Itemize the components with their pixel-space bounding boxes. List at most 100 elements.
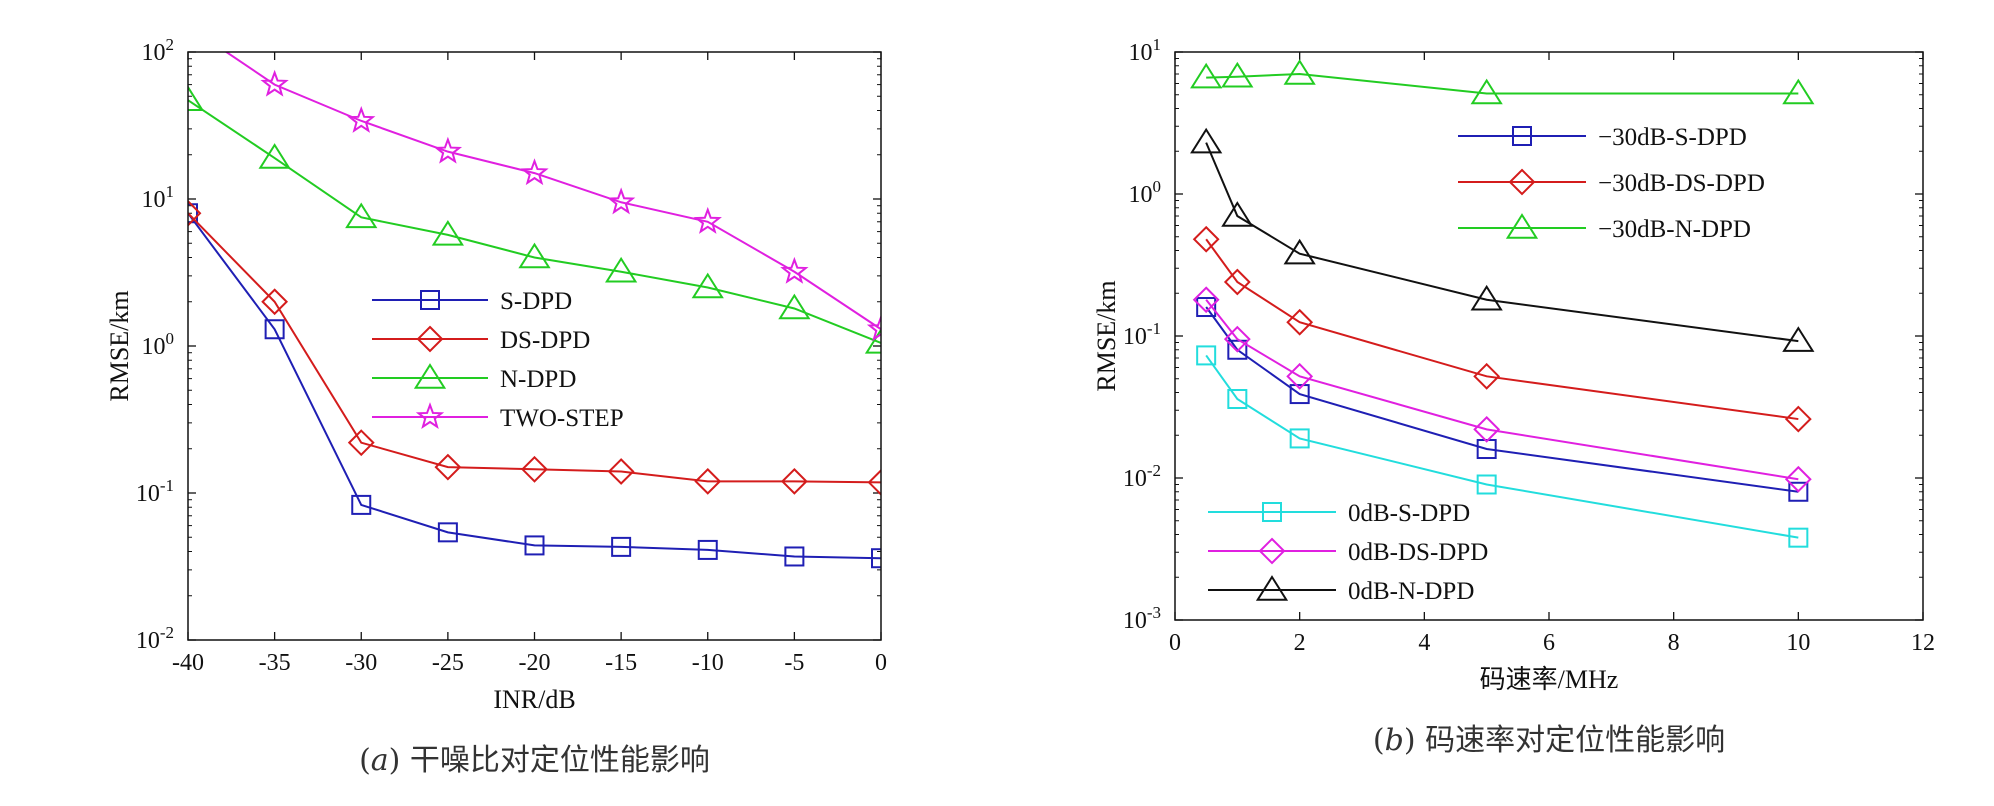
data-point [1473, 362, 1501, 390]
data-point [1289, 428, 1310, 449]
data-point [1223, 325, 1251, 353]
y-tick-base: 10 [142, 40, 166, 66]
data-point [258, 143, 291, 169]
x-tick-label: -25 [432, 650, 464, 676]
data-point [1788, 527, 1809, 548]
data-point [524, 535, 545, 556]
legend-marker [1258, 537, 1286, 565]
data-point [1227, 389, 1248, 410]
legend-item: S-DPD [372, 288, 572, 315]
legend-label: 0dB-N-DPD [1348, 578, 1474, 605]
data-point [345, 202, 378, 229]
series-triangle-5 [1190, 127, 1815, 352]
data-point [778, 293, 811, 320]
y-tick-base: 10 [136, 481, 160, 507]
legend-label: N-DPD [500, 366, 576, 393]
plot-frame [1174, 51, 1924, 621]
legend-marker [415, 402, 445, 430]
data-point [605, 256, 638, 283]
y-tick-exp: -3 [1147, 603, 1161, 622]
data-point [1192, 225, 1220, 253]
data-point [1476, 474, 1497, 495]
data-point [260, 69, 289, 97]
series-triangle-2 [188, 85, 881, 354]
data-point [188, 85, 205, 111]
y-tick-exp: 1 [166, 182, 175, 201]
caption-text: 码速率对定位性能影响 [1425, 723, 1725, 758]
caption-open: ( [359, 743, 371, 778]
data-point [1196, 345, 1217, 366]
legend-marker [1512, 126, 1532, 146]
data-point [694, 467, 722, 495]
legend-item: 0dB-S-DPD [1208, 500, 1470, 527]
data-point [1784, 405, 1812, 433]
caption-open: ( [1373, 723, 1385, 758]
legend-item: N-DPD [372, 363, 576, 393]
legend-item: TWO-STEP [372, 402, 624, 432]
series-diamond-1 [1192, 225, 1812, 433]
legend-item: −30dB-DS-DPD [1458, 168, 1765, 197]
y-tick-exp: 1 [1153, 35, 1162, 54]
legend-label: TWO-STEP [500, 405, 624, 432]
series-line [188, 212, 881, 484]
caption-text: 干噪比对定位性能影响 [410, 743, 710, 778]
data-point [1192, 286, 1220, 314]
legend-label: S-DPD [500, 288, 572, 315]
y-tick-exp: -1 [1147, 319, 1161, 338]
series-line [1205, 306, 1799, 493]
y-tick-label: 101 [1129, 35, 1162, 66]
y-tick-exp: 0 [1153, 177, 1162, 196]
data-point [1470, 78, 1503, 105]
x-tick-label: -5 [784, 650, 804, 676]
y-tick-label: 10-1 [1123, 319, 1161, 350]
x-tick-label: 2 [1294, 630, 1306, 656]
series-line [224, 52, 881, 331]
chart-b: 0 2 4 6 8 10 1210-310-210-1100101码速率/MHzRMSE/k… [1092, 35, 1935, 758]
y-tick-base: 10 [142, 334, 166, 360]
y-tick-base: 10 [1129, 40, 1153, 66]
data-point [1788, 481, 1809, 502]
data-point [866, 314, 881, 342]
legend-marker [1505, 213, 1539, 239]
data-point [433, 136, 463, 164]
data-point [188, 199, 202, 227]
data-point [780, 467, 808, 495]
data-point [518, 242, 551, 269]
y-axis-label: RMSE/km [105, 290, 134, 401]
legend-marker [416, 325, 444, 353]
legend-marker [1508, 168, 1536, 196]
data-point [1782, 78, 1815, 105]
y-tick-base: 10 [1129, 182, 1153, 208]
x-tick-label: -35 [259, 650, 291, 676]
x-tick-label: 8 [1668, 630, 1680, 656]
y-tick-exp: -1 [160, 476, 174, 495]
data-point [864, 328, 881, 354]
y-tick-base: 10 [1123, 324, 1147, 350]
data-point [693, 206, 722, 234]
legend-label: 0dB-S-DPD [1348, 500, 1470, 527]
data-point [1283, 238, 1316, 265]
y-tick-label: 10-2 [1123, 461, 1161, 492]
data-point [431, 220, 464, 246]
data-point [177, 14, 200, 36]
y-tick-base: 10 [1123, 466, 1147, 492]
legend-marker [1262, 502, 1282, 522]
x-axis-label: INR/dB [493, 685, 575, 714]
y-tick-label: 100 [142, 329, 175, 360]
data-point [347, 105, 376, 133]
y-tick-base: 10 [142, 187, 166, 213]
caption-close: ) [1404, 723, 1425, 758]
data-point [606, 187, 636, 215]
data-point [1283, 59, 1316, 85]
series-diamond-4 [1192, 286, 1812, 493]
data-point [1190, 127, 1223, 154]
data-point [607, 458, 635, 485]
x-tick-label: 6 [1543, 630, 1555, 656]
legend-item: 0dB-N-DPD [1208, 575, 1474, 605]
x-tick-label: -10 [692, 650, 724, 676]
y-tick-base: 10 [136, 628, 160, 654]
legend-label: −30dB-N-DPD [1598, 216, 1751, 243]
figure-caption: (b) 码速率对定位性能影响 [1373, 723, 1725, 758]
legend-marker [413, 363, 447, 389]
